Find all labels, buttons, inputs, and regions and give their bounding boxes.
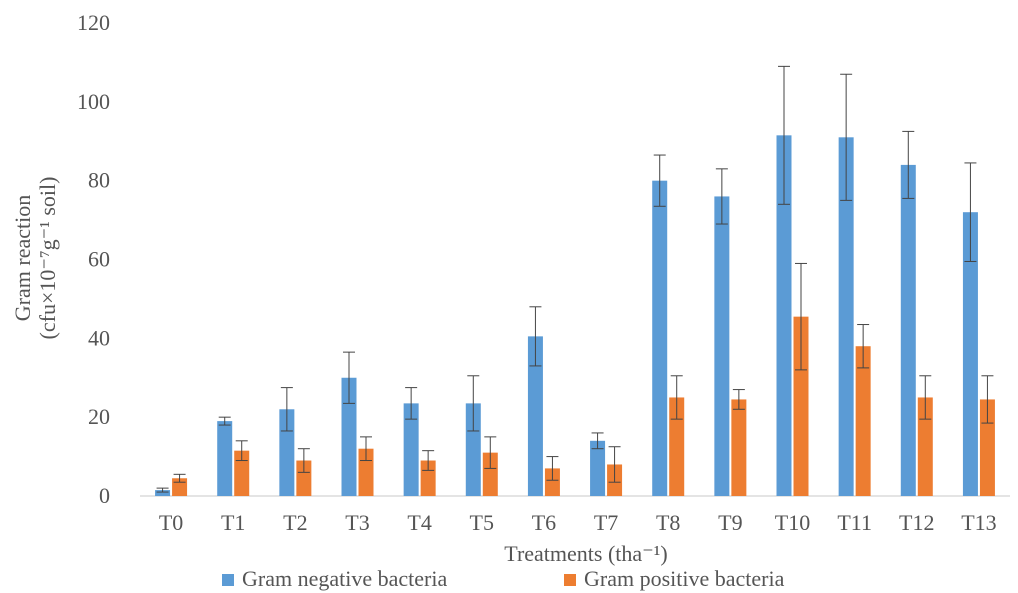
error-bar-gram-positive [857, 324, 870, 369]
error-bar-gram-negative [218, 416, 231, 426]
error-bar-gram-negative [405, 387, 418, 420]
bar-gram-positive [296, 460, 312, 496]
x-tick-label: T2 [283, 510, 307, 535]
bar-gram-positive [669, 397, 685, 496]
error-bar-gram-negative [529, 306, 542, 367]
x-axis-ticks: T0 T1 T2 T3 T4 T5 T6 T7 T8 T9 T10 T11 T12 T13 [159, 510, 997, 535]
error-bar-gram-negative [653, 154, 666, 207]
error-bars-group [156, 65, 994, 493]
x-tick-label: T6 [532, 510, 556, 535]
bar-gram-positive [731, 399, 747, 496]
bar-gram-negative [527, 336, 543, 496]
error-bar-gram-positive [235, 440, 248, 462]
legend-label-gram-negative: Gram negative bacteria [242, 566, 447, 591]
x-tick-label: T5 [470, 510, 494, 535]
legend: Gram negative bacteria Gram positive bac… [222, 566, 785, 591]
x-tick-label: T4 [407, 510, 431, 535]
error-bar-gram-negative [280, 387, 293, 432]
error-bar-gram-negative [902, 130, 915, 199]
error-bar-gram-positive [670, 375, 683, 420]
error-bar-gram-positive [422, 450, 435, 471]
error-bar-gram-positive [732, 389, 745, 410]
error-bar-gram-negative [715, 168, 728, 225]
y-tick-label: 120 [77, 10, 110, 35]
error-bar-gram-positive [297, 448, 310, 473]
error-bar-gram-negative [467, 375, 480, 432]
error-bar-gram-negative [840, 73, 853, 201]
x-tick-label: T8 [656, 510, 680, 535]
legend-swatch-gram-positive [564, 574, 576, 586]
bar-gram-negative [155, 490, 171, 496]
bar-gram-positive [234, 450, 250, 496]
y-axis-title-line1: Gram reaction [10, 195, 35, 321]
x-tick-label: T10 [775, 510, 810, 535]
error-bar-gram-negative [964, 162, 977, 262]
legend-swatch-gram-negative [222, 574, 234, 586]
error-bar-gram-positive [360, 436, 372, 462]
bar-gram-negative [403, 403, 419, 496]
bar-gram-positive [544, 468, 560, 496]
bar-gram-positive [855, 346, 871, 496]
y-tick-label: 80 [88, 168, 110, 193]
error-bar-gram-positive [608, 446, 621, 483]
bar-gram-positive [917, 397, 933, 496]
y-axis-ticks: 0 20 40 60 80 100 120 [77, 10, 110, 508]
x-tick-label: T9 [718, 510, 742, 535]
error-bar-gram-negative [156, 487, 169, 493]
error-bar-gram-negative [591, 432, 604, 450]
error-bar-gram-positive [173, 473, 186, 483]
bar-gram-negative [776, 135, 792, 496]
legend-label-gram-positive: Gram positive bacteria [584, 566, 785, 591]
y-tick-label: 20 [88, 404, 110, 429]
bar-gram-negative [652, 180, 668, 496]
bar-gram-negative [465, 403, 481, 496]
error-bar-gram-positive [546, 456, 559, 481]
bar-gram-positive [482, 452, 498, 496]
bar-gram-positive [420, 460, 436, 496]
x-tick-label: T7 [594, 510, 618, 535]
error-bar-gram-positive [484, 436, 497, 469]
x-tick-label: T11 [837, 510, 872, 535]
bar-gram-negative [714, 196, 730, 496]
bar-gram-negative [590, 440, 606, 496]
y-tick-label: 40 [88, 325, 110, 350]
x-tick-label: T3 [345, 510, 369, 535]
y-tick-label: 100 [77, 89, 110, 114]
bar-gram-negative [838, 137, 854, 496]
y-axis-title-line2: (cfu×10⁻⁷g⁻¹ soil) [35, 177, 60, 340]
x-tick-label: T0 [159, 510, 183, 535]
x-tick-label: T12 [899, 510, 934, 535]
bar-gram-negative [341, 377, 357, 496]
y-tick-label: 60 [88, 247, 110, 272]
error-bar-gram-positive [919, 375, 932, 420]
bars-group [155, 135, 995, 496]
x-axis-title: Treatments (tha⁻¹) [504, 541, 667, 566]
y-tick-label: 0 [99, 483, 110, 508]
error-bar-gram-negative [343, 351, 355, 404]
error-bar-gram-positive [981, 375, 994, 424]
error-bar-gram-negative [778, 65, 790, 205]
x-tick-label: T1 [221, 510, 245, 535]
error-bar-gram-positive [795, 262, 807, 371]
x-tick-label: T13 [961, 510, 996, 535]
bar-gram-positive [793, 316, 809, 496]
bar-gram-negative [217, 421, 233, 496]
bar-gram-negative [962, 212, 978, 496]
bar-gram-negative [900, 164, 916, 496]
